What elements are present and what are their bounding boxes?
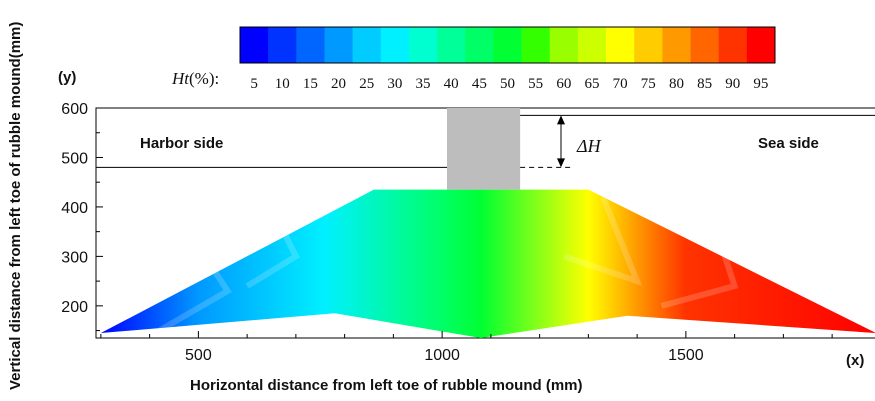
y-tick-label: 500	[61, 150, 88, 167]
sea-side-label: Sea side	[758, 135, 819, 152]
colorbar-tick-label: 25	[359, 76, 374, 92]
colorbar-tick-label: 75	[641, 76, 656, 92]
colorbar-border	[239, 26, 776, 64]
colorbar-title-symbol: Ht	[171, 69, 190, 88]
colorbar-tick-label: 95	[753, 76, 768, 92]
colorbar-swatch	[662, 27, 691, 63]
colorbar-swatch	[493, 27, 522, 63]
colorbar-tick-label: 70	[613, 76, 628, 92]
colorbar-swatch	[577, 27, 607, 63]
colorbar-tick-label: 80	[669, 76, 684, 92]
y-axis-tag: (y)	[58, 69, 76, 86]
colorbar-swatch	[268, 27, 297, 63]
y-tick-label: 600	[61, 101, 88, 118]
delta-h-arrow-head-bottom	[557, 158, 565, 168]
y-axis-ticks: 200 300 400 500 600	[61, 101, 103, 332]
colorbar-tick-label: 5	[250, 76, 258, 92]
caisson-block	[447, 108, 521, 190]
contour-streak	[563, 195, 643, 287]
colorbar-swatch	[352, 27, 382, 63]
colorbar-tick-label: 35	[416, 76, 431, 92]
colorbar-tick-label: 90	[725, 76, 740, 92]
colorbar-swatch	[746, 27, 776, 63]
colorbar-swatch	[634, 27, 663, 63]
x-tick-label: 1500	[668, 347, 704, 364]
colorbar-tick-label: 85	[697, 76, 712, 92]
colorbar-swatch	[465, 27, 494, 63]
colorbar-title-unit: (%):	[189, 69, 219, 88]
colorbar-tick-label: 60	[556, 76, 571, 92]
colorbar-tick-labels: 5 10 15 20 25 30 35 40 45 50 55 60 65 70 75 80 85 90 95	[250, 76, 768, 92]
colorbar-tick-label: 30	[387, 76, 402, 92]
colorbar-title: Ht(%):	[171, 69, 219, 88]
colorbar-swatch	[521, 27, 551, 63]
colorbar-swatch	[718, 27, 748, 63]
colorbar-swatch	[240, 27, 269, 63]
colorbar-tick-label: 55	[528, 76, 543, 92]
y-tick-label: 400	[61, 200, 88, 217]
x-tick-label: 500	[185, 347, 212, 364]
colorbar	[239, 26, 776, 64]
colorbar-tick-label: 15	[303, 76, 318, 92]
colorbar-swatch	[606, 27, 635, 63]
colorbar-swatch	[380, 27, 410, 63]
x-axis-title: Horizontal distance from left toe of rub…	[190, 377, 583, 394]
colorbar-swatch	[549, 27, 579, 63]
x-axis-ticks: 500 1000 1500	[100, 331, 833, 364]
colorbar-tick-label: 50	[500, 76, 515, 92]
delta-h-arrow-head-top	[557, 115, 565, 125]
colorbar-swatch	[296, 27, 325, 63]
x-tick-label: 1000	[424, 347, 460, 364]
colorbar-swatch	[408, 27, 438, 63]
colorbar-swatch	[324, 27, 353, 63]
x-axis-tag: (x)	[846, 352, 864, 369]
colorbar-tick-label: 65	[584, 76, 599, 92]
harbor-side-label: Harbor side	[140, 135, 223, 152]
colorbar-swatch	[690, 27, 719, 63]
colorbar-swatch	[437, 27, 466, 63]
colorbar-tick-label: 40	[444, 76, 459, 92]
colorbar-tick-label: 20	[331, 76, 346, 92]
y-axis-title: Vertical distance from left toe of rubbl…	[7, 22, 24, 390]
y-tick-label: 200	[61, 299, 88, 316]
colorbar-tick-label: 10	[275, 76, 290, 92]
y-tick-label: 300	[61, 249, 88, 266]
delta-h-label: ΔH	[576, 136, 602, 156]
colorbar-tick-label: 45	[472, 76, 487, 92]
